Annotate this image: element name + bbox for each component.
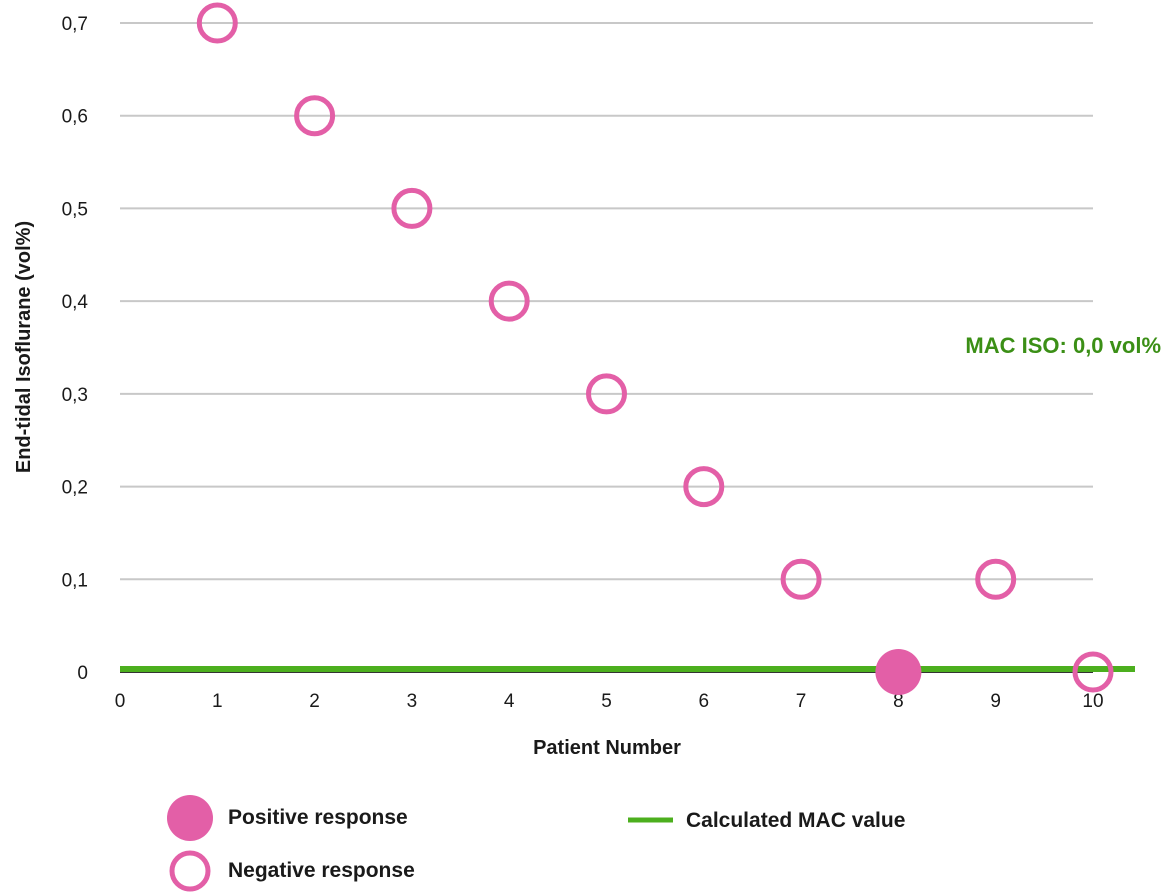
- x-tick-label: 9: [990, 691, 1001, 712]
- x-tick-label: 2: [309, 691, 320, 712]
- x-tick-labels: 0 1 2 3 4 5 6 7 8 9 10: [115, 691, 1104, 712]
- negative-response-point: [780, 558, 822, 600]
- mac-annotation: MAC ISO: 0,0 vol%: [965, 333, 1161, 358]
- x-axis-title: Patient Number: [533, 737, 681, 759]
- gridlines: [120, 22, 1093, 581]
- y-tick-label: 0,7: [62, 14, 88, 35]
- y-tick-label: 0,2: [62, 478, 88, 499]
- negative-response-point: [683, 466, 725, 508]
- x-tick-label: 1: [212, 691, 223, 712]
- legend: Positive response Negative response Calc…: [167, 795, 905, 892]
- negative-response-point: [586, 373, 627, 415]
- x-tick-label: 4: [504, 691, 515, 712]
- y-tick-label: 0,5: [62, 199, 88, 220]
- y-tick-label: 0,4: [62, 292, 89, 313]
- negative-response-point: [196, 2, 238, 44]
- y-tick-label: 0,6: [62, 107, 88, 128]
- x-tick-label: 5: [601, 691, 612, 712]
- x-tick-label: 0: [115, 691, 126, 712]
- legend-positive-marker: [167, 795, 213, 841]
- legend-mac-label: Calculated MAC value: [686, 809, 905, 832]
- negative-response-point: [294, 95, 336, 137]
- y-tick-labels: 0 0,1 0,2 0,3 0,4 0,5 0,6 0,7: [62, 14, 89, 684]
- legend-negative-label: Negative response: [228, 859, 415, 882]
- x-tick-label: 10: [1082, 691, 1103, 712]
- y-tick-label: 0,1: [62, 570, 88, 591]
- negative-response-point: [975, 558, 1017, 600]
- legend-negative-marker: [169, 850, 211, 892]
- negative-response-point: [1072, 651, 1114, 693]
- data-points: [196, 2, 1114, 695]
- x-tick-label: 8: [893, 691, 904, 712]
- y-axis-title: End-tidal Isoflurane (vol%): [13, 221, 35, 473]
- legend-positive-label: Positive response: [228, 806, 408, 829]
- negative-response-point: [488, 280, 530, 322]
- x-tick-label: 3: [407, 691, 418, 712]
- x-tick-label: 7: [796, 691, 807, 712]
- y-tick-label: 0,3: [62, 385, 88, 406]
- x-tick-label: 6: [699, 691, 710, 712]
- negative-response-point: [391, 187, 433, 229]
- y-tick-label: 0: [77, 663, 88, 684]
- positive-response-point: [875, 649, 922, 695]
